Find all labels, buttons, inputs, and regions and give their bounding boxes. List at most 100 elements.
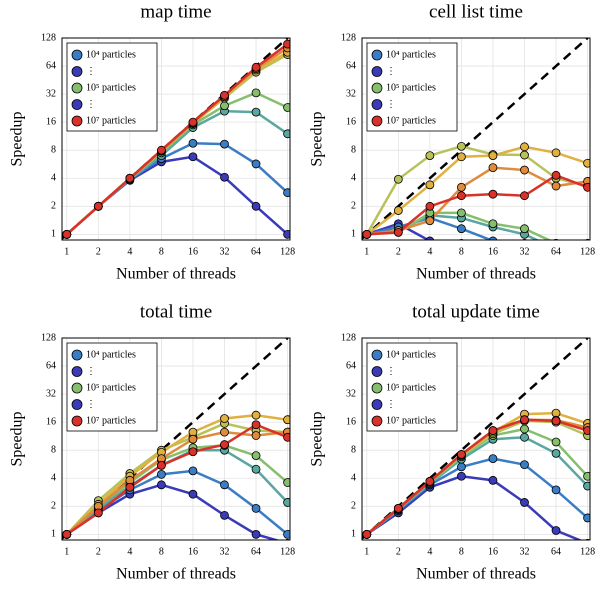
legend-marker xyxy=(371,49,383,61)
legend: 10⁴ particles ⋮ 10⁵ particles ⋮ 10⁷ particle… xyxy=(366,342,458,432)
x-tick-label: 32 xyxy=(519,546,529,557)
y-tick-label: 16 xyxy=(346,416,356,427)
series-line xyxy=(65,155,289,236)
data-point xyxy=(125,173,135,183)
data-point xyxy=(393,503,403,513)
y-tick-label: 2 xyxy=(51,201,56,212)
data-point xyxy=(188,489,198,499)
x-axis-label: Number of threads xyxy=(416,566,536,583)
data-point xyxy=(362,229,372,239)
x-axis-label: Number of threads xyxy=(116,266,236,283)
y-tick-label: 16 xyxy=(46,116,56,127)
legend-label: 10⁵ particles xyxy=(386,82,436,93)
data-point xyxy=(488,163,498,173)
y-axis-label: Speedup xyxy=(9,111,26,166)
plot-area xyxy=(362,338,590,540)
data-point xyxy=(488,151,498,161)
series-line xyxy=(365,418,588,536)
data-point xyxy=(251,464,261,474)
data-point xyxy=(188,434,198,444)
data-point xyxy=(251,201,261,211)
data-point xyxy=(251,431,261,440)
data-point xyxy=(551,437,561,447)
data-point xyxy=(157,470,166,479)
y-tick-label: 16 xyxy=(46,416,56,427)
data-point xyxy=(425,477,435,486)
data-point xyxy=(157,460,166,470)
x-tick-label: 2 xyxy=(96,546,101,557)
legend-label: ⋮ xyxy=(386,99,396,110)
data-point xyxy=(425,180,435,190)
legend-marker xyxy=(71,82,83,94)
data-point xyxy=(520,191,529,201)
x-tick-label: 32 xyxy=(219,246,229,257)
legend-marker xyxy=(371,415,383,427)
legend-label: 10⁷ particles xyxy=(86,115,136,126)
legend: 10⁴ particles ⋮ 10⁵ particles ⋮ 10⁷ particle… xyxy=(366,42,458,132)
data-point xyxy=(551,526,561,535)
y-tick-label: 1 xyxy=(351,529,356,540)
x-tick-label: 64 xyxy=(551,246,561,257)
x-axis-label: Number of threads xyxy=(416,266,536,283)
y-tick-label: 128 xyxy=(41,32,56,43)
data-point xyxy=(220,90,229,100)
y-tick-label: 64 xyxy=(46,60,56,71)
data-point xyxy=(520,165,529,175)
y-axis-label: Speedup xyxy=(309,111,326,166)
y-tick-label: 64 xyxy=(346,360,356,371)
legend-marker xyxy=(71,99,83,110)
data-point xyxy=(220,139,229,149)
data-point xyxy=(283,432,290,442)
y-axis-label: Speedup xyxy=(309,411,326,466)
data-point xyxy=(251,410,261,420)
series-line xyxy=(366,216,495,240)
x-axis-label: Number of threads xyxy=(116,566,236,583)
data-point xyxy=(520,460,529,470)
data-point xyxy=(283,188,290,198)
data-point xyxy=(251,529,261,539)
legend-marker xyxy=(71,66,83,77)
data-point xyxy=(283,498,290,507)
x-tick-label: 64 xyxy=(251,546,261,557)
y-tick-label: 2 xyxy=(351,201,356,212)
plot-frame xyxy=(61,337,291,541)
data-point xyxy=(551,485,561,495)
x-tick-label: 16 xyxy=(188,246,198,257)
x-tick-label: 8 xyxy=(159,246,164,257)
data-point xyxy=(93,508,103,518)
series-line xyxy=(366,173,589,236)
plot-frame xyxy=(361,37,591,241)
legend-label: 10⁴ particles xyxy=(86,49,136,60)
y-tick-label: 8 xyxy=(351,445,356,456)
series-line xyxy=(365,145,588,235)
data-point xyxy=(251,88,261,98)
data-point xyxy=(520,150,529,160)
y-tick-label: 8 xyxy=(51,445,56,456)
data-point xyxy=(551,181,561,191)
legend-label: ⋮ xyxy=(86,99,96,110)
legend-label: 10⁴ particles xyxy=(386,349,436,360)
y-axis-label: Speedup xyxy=(9,411,26,466)
data-point xyxy=(457,152,466,162)
y-tick-label: 2 xyxy=(51,501,56,512)
legend-label: 10⁵ particles xyxy=(386,382,436,393)
series-line xyxy=(65,448,289,536)
legend: 10⁴ particles ⋮ 10⁵ particles ⋮ 10⁷ particle… xyxy=(66,342,158,432)
series-line xyxy=(366,457,589,536)
data-point xyxy=(283,529,290,539)
data-point xyxy=(457,191,466,201)
subplot: map time Number of threads Speedup 1 2 4 8 16 32… xyxy=(9,1,295,282)
legend-label: 10⁵ particles xyxy=(86,82,136,93)
series-line xyxy=(65,422,288,536)
legend-marker xyxy=(371,349,383,361)
y-tick-label: 8 xyxy=(351,145,356,156)
y-tick-label: 1 xyxy=(351,229,356,240)
x-tick-label: 2 xyxy=(96,246,101,257)
data-point xyxy=(251,503,261,513)
x-tick-label: 2 xyxy=(396,246,401,257)
data-point xyxy=(220,427,229,437)
y-tick-label: 4 xyxy=(351,173,356,184)
chart-title: map time xyxy=(140,1,211,22)
data-point xyxy=(188,138,198,148)
